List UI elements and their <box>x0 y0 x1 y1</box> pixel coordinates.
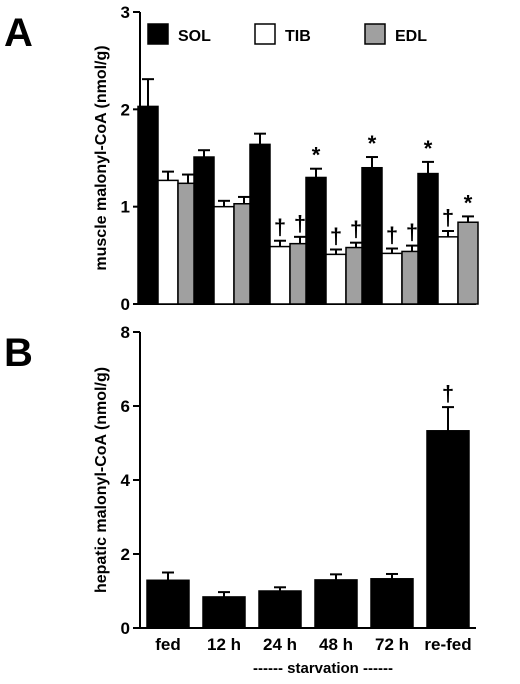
significance-mark: † <box>294 211 306 236</box>
x-tick-label: fed <box>155 635 181 654</box>
y-tick-label: 6 <box>121 397 130 416</box>
bar <box>437 236 459 305</box>
significance-mark: * <box>368 131 377 156</box>
legend-label: EDL <box>395 28 427 45</box>
y-tick-label: 3 <box>121 3 130 22</box>
y-tick-label: 4 <box>121 471 131 490</box>
bar <box>258 590 302 629</box>
bar <box>370 578 414 629</box>
y-tick-label: 0 <box>121 295 130 314</box>
significance-mark: † <box>386 223 398 248</box>
bar <box>146 579 190 629</box>
legend-swatch <box>254 23 276 45</box>
bar <box>213 205 235 305</box>
y-axis-label: muscle malonyl-CoA (nmol/g) <box>93 45 110 270</box>
panel-a-label: A <box>4 11 33 55</box>
legend-swatch <box>147 23 169 45</box>
panel-b-chart: 0 2 4 6 8 hepatic malonyl-CoA (nmol/g) fed 12 h… <box>93 323 476 654</box>
significance-mark: * <box>424 136 433 161</box>
x-tick-label: 12 h <box>207 635 241 654</box>
legend-swatch <box>364 23 386 45</box>
y-tick-label: 2 <box>121 100 130 119</box>
bar <box>249 143 271 305</box>
legend-label: TIB <box>285 28 311 45</box>
y-tick-label: 8 <box>121 323 130 342</box>
x-tick-label: 72 h <box>375 635 409 654</box>
bar <box>457 221 479 305</box>
starvation-label: ------ starvation ------ <box>253 660 393 677</box>
panel-b-label: B <box>4 331 33 375</box>
bar <box>157 179 179 305</box>
x-tick-label: 24 h <box>263 635 297 654</box>
bar <box>269 245 291 305</box>
significance-mark: * <box>464 190 473 215</box>
y-tick-label: 2 <box>121 545 130 564</box>
y-tick-label: 0 <box>121 619 130 638</box>
bar <box>202 596 246 629</box>
y-tick-label: 1 <box>121 198 130 217</box>
bar <box>137 105 159 305</box>
legend-label: SOL <box>178 28 211 45</box>
significance-mark: † <box>406 220 418 245</box>
y-axis-label: hepatic malonyl-CoA (nmol/g) <box>93 367 110 593</box>
significance-mark: † <box>442 381 454 406</box>
bar <box>193 156 215 305</box>
bar <box>426 430 470 629</box>
significance-mark: * <box>312 143 321 168</box>
bar <box>325 253 347 305</box>
bar <box>305 176 327 305</box>
significance-mark: † <box>350 217 362 242</box>
x-tick-label: re-fed <box>424 635 471 654</box>
x-tick-label: 48 h <box>319 635 353 654</box>
bar <box>381 252 403 305</box>
significance-mark: † <box>442 205 454 230</box>
bar <box>314 579 358 629</box>
bar <box>361 166 383 305</box>
bar <box>417 172 439 305</box>
panel-a-chart: 0 1 2 3 muscle malonyl-CoA (nmol/g) † † * † † * † † *… <box>93 3 479 314</box>
significance-mark: † <box>330 223 342 248</box>
significance-mark: † <box>274 215 286 240</box>
